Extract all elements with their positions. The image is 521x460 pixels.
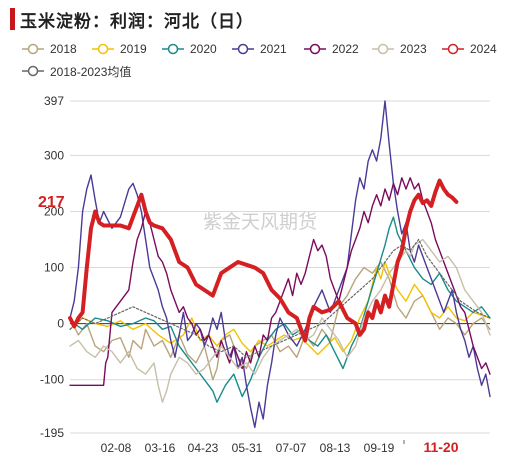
legend-marker-icon bbox=[162, 43, 184, 55]
x-tick-label: 02-08 bbox=[101, 441, 132, 455]
legend-marker-icon bbox=[304, 43, 326, 55]
legend-marker-icon bbox=[22, 65, 44, 77]
legend-label: 2020 bbox=[190, 42, 217, 56]
series-line-2020 bbox=[69, 216, 491, 403]
legend-item-2024[interactable]: 2024 bbox=[442, 41, 497, 57]
legend-item-2021[interactable]: 2021 bbox=[232, 41, 287, 57]
legend-item-2018[interactable]: 2018 bbox=[22, 41, 77, 57]
legend-label: 2019 bbox=[120, 42, 147, 56]
chart-title-area: 玉米淀粉：利润：河北（日） bbox=[0, 0, 521, 36]
x-tick-label: 04-23 bbox=[188, 441, 219, 455]
legend-item-2022[interactable]: 2022 bbox=[304, 41, 359, 57]
legend-label: 2022 bbox=[332, 42, 359, 56]
legend-marker-icon bbox=[92, 43, 114, 55]
current-value-label: 217 bbox=[38, 194, 65, 211]
x-tick-label: 08-13 bbox=[320, 441, 351, 455]
legend-item-2018-2023均值[interactable]: 2018-2023均值 bbox=[22, 63, 131, 79]
y-tick-label: -100 bbox=[40, 373, 64, 387]
y-tick-label: -195 bbox=[40, 426, 64, 440]
legend-marker-icon bbox=[232, 43, 254, 55]
legend-label: 2021 bbox=[260, 42, 287, 56]
x-tick-label: 03-16 bbox=[145, 441, 176, 455]
legend-label: 2023 bbox=[400, 42, 427, 56]
series-line-2021 bbox=[69, 100, 491, 429]
legend-marker-icon bbox=[442, 43, 464, 55]
watermark-text: 紫金天风期货 bbox=[203, 211, 317, 233]
series-line-2024 bbox=[68, 178, 459, 343]
x-tick-label: 09-19 bbox=[364, 441, 395, 455]
y-tick-label: 0 bbox=[57, 317, 64, 331]
legend-label: 2018 bbox=[50, 42, 77, 56]
x-tick-label: 07-07 bbox=[276, 441, 307, 455]
legend-item-2020[interactable]: 2020 bbox=[162, 41, 217, 57]
legend-item-2019[interactable]: 2019 bbox=[92, 41, 147, 57]
title-accent-bar bbox=[10, 8, 15, 30]
x-tick-label: 05-31 bbox=[232, 441, 263, 455]
legend-marker-icon bbox=[372, 43, 394, 55]
y-tick-label: 300 bbox=[44, 148, 64, 162]
legend-item-2023[interactable]: 2023 bbox=[372, 41, 427, 57]
legend-marker-icon bbox=[22, 43, 44, 55]
y-tick-label: 397 bbox=[44, 94, 64, 108]
legend-label: 2018-2023均值 bbox=[50, 64, 132, 79]
legend-label: 2024 bbox=[470, 42, 497, 56]
x-tick-label: 11-20 bbox=[423, 439, 458, 455]
y-tick-label: 100 bbox=[44, 261, 64, 275]
chart-title: 玉米淀粉：利润：河北（日） bbox=[20, 12, 254, 32]
y-tick-label: 200 bbox=[44, 204, 64, 218]
